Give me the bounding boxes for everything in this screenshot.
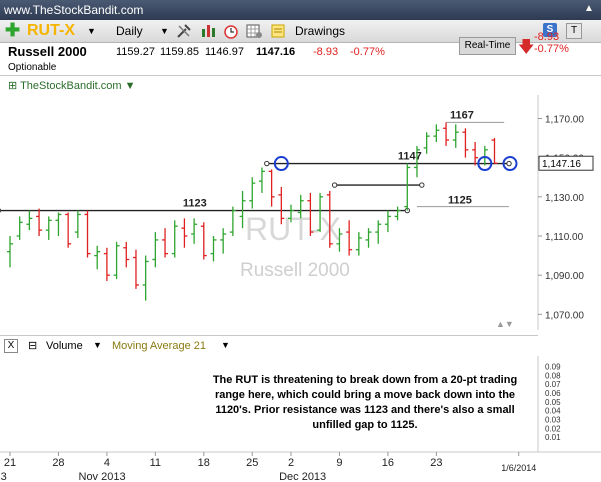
bar-style-icon[interactable] (200, 23, 216, 39)
scroll-up-icon[interactable]: ▲ (584, 3, 594, 14)
volume-panel-header: X ⊟ Volume ▼ Moving Average 21 ▼ (0, 335, 538, 356)
add-symbol-icon[interactable]: ✚ (5, 20, 21, 40)
quote-change-pct: -0.77% (350, 46, 385, 58)
table-settings-icon[interactable] (246, 23, 262, 39)
collapse-icon[interactable]: ⊟ (28, 340, 38, 352)
x-axis-label: 16 (382, 457, 394, 469)
last-price-label: 1,147.16 (542, 159, 581, 170)
annotation-text: The RUT is threatening to break down fro… (212, 374, 518, 431)
site-label: www.TheStockBandit.com (4, 3, 144, 17)
realtime-change: -8.93 -0.77% (534, 31, 569, 55)
share-button[interactable]: S (543, 23, 557, 37)
line-label: 1123 (183, 198, 207, 210)
last-price-box (538, 155, 594, 171)
x-axis-label: 9 (336, 457, 342, 469)
text-size-button[interactable]: T (566, 23, 582, 39)
quote-open: 1159.27 (116, 46, 155, 58)
ma-dropdown-icon[interactable]: ▼ (221, 340, 230, 350)
browser-top-bar: www.TheStockBandit.com ▲ (0, 0, 601, 20)
symbol-dropdown-icon[interactable]: ▼ (87, 26, 96, 36)
volume-dropdown-icon[interactable]: ▼ (93, 340, 102, 350)
quote-low: 1146.97 (205, 46, 244, 58)
realtime-change-value: -8.93 (534, 31, 560, 43)
close-panel-button[interactable]: X (4, 339, 18, 353)
brand-dropdown-icon[interactable]: ▼ (124, 80, 136, 92)
month-label: 2013 (0, 471, 7, 482)
highlight-circle (477, 156, 493, 172)
highlight-circle (502, 156, 518, 172)
x-axis-label: 18 (198, 457, 210, 469)
x-axis-label: 1/6/2014 (501, 463, 536, 473)
optionable-label: Optionable (8, 62, 57, 73)
divider (0, 75, 601, 76)
volume-axis-label: 0.07 (545, 380, 561, 389)
quote-change: -8.93 (313, 46, 339, 58)
x-axis-label: 2 (288, 457, 294, 469)
moving-average-label: Moving Average 21 (112, 340, 206, 352)
realtime-button[interactable]: Real-Time (459, 37, 516, 55)
down-arrow-icon: 🡇 (518, 39, 535, 56)
volume-axis-label: 0.08 (545, 371, 561, 380)
x-axis-label: 21 (4, 457, 16, 469)
volume-axis-label: 0.05 (545, 398, 561, 407)
line-handle[interactable] (264, 160, 270, 167)
tools-icon[interactable] (176, 23, 192, 39)
symbol-name[interactable]: RUT-X (27, 22, 75, 39)
line-label: 1147 (398, 151, 422, 163)
line-handle[interactable] (404, 207, 410, 214)
y-axis-label: 1,130.00 (545, 193, 584, 204)
quote-high: 1159.85 (160, 46, 199, 58)
line-handle[interactable] (506, 160, 512, 167)
highlight-circle (273, 156, 289, 172)
x-axis-label: 25 (246, 457, 258, 469)
line-label: 1167 (450, 109, 474, 121)
line-handle[interactable] (419, 182, 425, 188)
volume-axis-label: 0.04 (545, 407, 561, 416)
drawings-menu[interactable]: Drawings (295, 24, 346, 38)
chart-toolbar: ✚ RUT-X ▼ Daily ▼ Drawings S T (0, 20, 601, 43)
instrument-name: Russell 2000 (8, 44, 87, 59)
realtime-change-pct: -0.77% (534, 43, 569, 55)
volume-label: Volume (46, 340, 83, 352)
line-handle[interactable] (331, 182, 338, 188)
volume-axis-label: 0.09 (545, 362, 561, 371)
interval-dropdown-icon[interactable]: ▼ (160, 26, 169, 36)
watermark-symbol: RUT-X (245, 211, 341, 247)
x-axis-label: 11 (150, 457, 161, 469)
month-label: Dec 2013 (279, 471, 326, 482)
y-axis-label: 1,070.00 (545, 310, 584, 321)
y-axis-label: 1,150.00 (545, 154, 584, 165)
alarm-clock-icon[interactable] (223, 23, 239, 39)
line-handle[interactable] (0, 208, 2, 213)
study-label: ⊞ TheStockBandit.com ▼ (8, 79, 136, 92)
notes-icon[interactable] (270, 23, 286, 39)
volume-axis-label: 0.02 (545, 424, 561, 433)
x-axis-label: 23 (430, 457, 442, 469)
volume-axis-label: 0.03 (545, 415, 561, 424)
x-axis-label: 4 (104, 457, 110, 469)
y-axis-label: 1,110.00 (545, 232, 584, 243)
y-axis-label: 1,170.00 (545, 115, 584, 126)
y-axis-label: 1,090.00 (545, 271, 584, 282)
volume-axis-label: 0.06 (545, 389, 561, 398)
brand-label: TheStockBandit.com (20, 80, 122, 92)
expand-icon[interactable]: ⊞ (8, 80, 18, 92)
watermark-name: Russell 2000 (240, 260, 350, 281)
month-label: Nov 2013 (79, 471, 126, 482)
resize-handle-icon[interactable]: ▲▼ (496, 319, 514, 329)
volume-axis-label: 0.01 (545, 433, 561, 442)
x-axis-label: 28 (52, 457, 64, 469)
line-label: 1125 (448, 195, 472, 207)
interval-select[interactable]: Daily (116, 24, 143, 38)
quote-last: 1147.16 (256, 46, 296, 58)
